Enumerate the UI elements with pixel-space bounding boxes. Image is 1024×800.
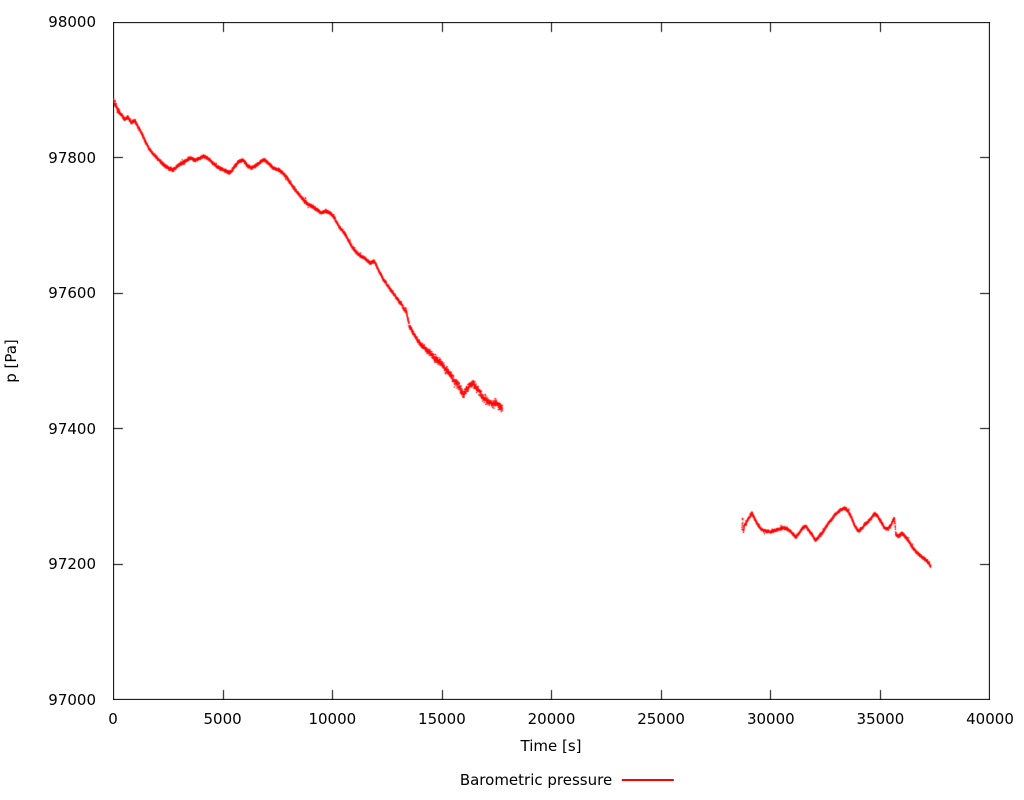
x-tick-label: 25000 <box>637 710 685 728</box>
legend-line-sample-icon <box>622 779 675 781</box>
x-tick-label: 15000 <box>418 710 466 728</box>
x-tick-label: 10000 <box>308 710 357 728</box>
x-tick-label: 35000 <box>856 710 905 728</box>
y-axis-title: p [Pa] <box>2 339 20 383</box>
y-tick-label: 97400 <box>48 419 96 438</box>
x-tick-label: 40000 <box>966 710 1014 728</box>
legend-series-label: Barometric pressure <box>459 771 613 789</box>
y-tick-label: 97600 <box>48 284 96 303</box>
plot-area-canvas <box>113 22 990 700</box>
x-tick-label: 5000 <box>203 710 242 728</box>
legend: Barometric pressure <box>459 771 675 789</box>
y-tick-label: 97800 <box>48 148 96 167</box>
y-tick-label: 98000 <box>48 13 96 31</box>
x-tick-label: 30000 <box>746 710 795 728</box>
x-tick-label: 20000 <box>527 710 576 728</box>
y-tick-label: 97000 <box>48 691 96 709</box>
y-tick-label: 97200 <box>48 555 96 574</box>
x-axis-title: Time [s] <box>520 737 582 755</box>
x-tick-label: 0 <box>108 710 118 728</box>
